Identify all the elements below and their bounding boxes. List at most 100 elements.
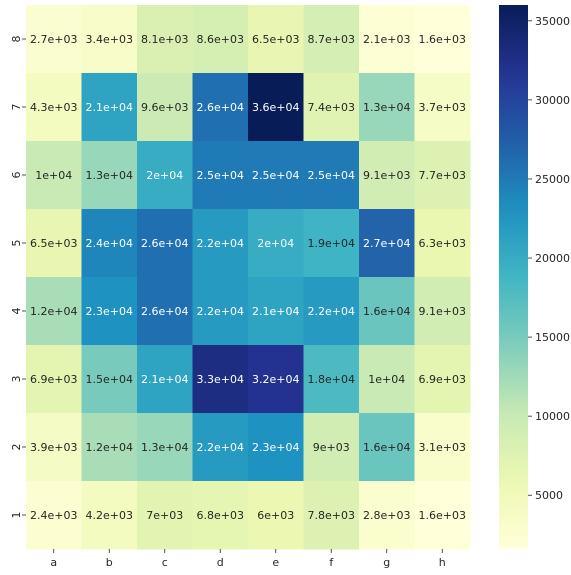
x-tick-label: b [106,556,113,569]
heatmap-cell [81,141,138,210]
colorbar-tick-label: 30000 [535,94,570,107]
cell-label: 2.6e+04 [141,237,188,250]
heatmap-cell [137,73,193,142]
cell-label: 3.3e+04 [197,373,244,386]
cell-label: 7e+03 [146,509,183,522]
x-tick-label: a [50,556,57,569]
heatmap-cell [26,141,82,210]
heatmap-cell [192,5,249,74]
heatmap-cell [192,481,249,550]
heatmap-cell [359,277,415,346]
heatmap-cell [303,345,360,414]
cell-label: 9.6e+03 [141,101,188,114]
cell-label: 2.2e+04 [197,441,244,454]
cell-label: 2.4e+03 [30,509,77,522]
heatmap-cell [192,413,249,482]
x-tick-label: h [439,556,446,569]
cell-label: 1.3e+04 [363,101,410,114]
cell-label: 3.9e+03 [30,441,77,454]
heatmap-cell [137,141,193,210]
heatmap-cell [303,141,360,210]
cell-label: 2.7e+04 [363,237,410,250]
cell-label: 2.7e+03 [30,33,77,46]
heatmap-cell [359,413,415,482]
heatmap-cell [303,481,360,550]
cell-label: 2.2e+04 [197,305,244,318]
heatmap-cell [414,413,471,482]
cell-label: 2.2e+04 [308,305,355,318]
colorbar-tick-label: 5000 [535,489,563,502]
cell-label: 2.5e+04 [197,169,244,182]
heatmap-cell [248,141,304,210]
heatmap-cell [137,481,193,550]
cell-label: 2.4e+04 [86,237,133,250]
cell-label: 2.3e+04 [86,305,133,318]
cell-label: 2.1e+04 [252,305,299,318]
heatmap-cell [359,345,415,414]
heatmap-cell [137,5,193,74]
heatmap-cell [137,277,193,346]
colorbar-tick-label: 25000 [535,173,570,186]
heatmap-cell [26,481,82,550]
heatmap-cell [26,413,82,482]
cell-label: 3.1e+03 [419,441,466,454]
cell-label: 2.1e+03 [363,33,410,46]
x-tick-label: f [329,556,334,569]
y-tick-label: 2 [10,444,23,451]
heatmap-cell [81,481,138,550]
cell-label: 1.6e+03 [419,33,466,46]
cell-label: 4.2e+03 [86,509,133,522]
cell-label: 7.8e+03 [308,509,355,522]
colorbar-ticks: 5000 10000 15000 20000 25000 30000 35000 [528,15,570,502]
colorbar [499,5,528,549]
y-tick-label: 6 [10,172,23,179]
cell-label: 1.8e+04 [308,373,355,386]
heatmap-cell [359,141,415,210]
heatmap-cell [26,73,82,142]
cell-label: 2.5e+04 [252,169,299,182]
y-tick-label: 4 [10,308,23,315]
heatmap-cell [359,5,415,74]
cell-label: 1e+04 [368,373,405,386]
y-tick-label: 3 [10,376,23,383]
heatmap-cell [81,5,138,74]
cell-label: 6e+03 [257,509,294,522]
heatmap-cell [192,209,249,278]
x-tick-label: g [383,556,390,569]
cell-label: 1.2e+04 [86,441,133,454]
cell-label: 1.2e+04 [30,305,77,318]
heatmap-cell [137,209,193,278]
heatmap-cell [26,277,82,346]
cell-label: 8.1e+03 [141,33,188,46]
heatmap-cell [192,345,249,414]
heatmap-cell [414,345,471,414]
heatmap-cell [359,481,415,550]
colorbar-tick-label: 15000 [535,331,570,344]
cell-label: 6.9e+03 [30,373,77,386]
heatmap-cell [81,413,138,482]
cell-label: 3.6e+04 [252,101,299,114]
heatmap-cell [303,73,360,142]
cell-label: 9.1e+03 [419,305,466,318]
heatmap-cell [248,413,304,482]
heatmap-cell [248,5,304,74]
heatmap-cell [248,277,304,346]
heatmap-cell [248,209,304,278]
heatmap-cell [192,277,249,346]
heatmap-cell [303,277,360,346]
x-tick-label: d [217,556,224,569]
y-axis: 8 7 6 5 4 3 2 1 [10,36,26,519]
cell-label: 4.3e+03 [30,101,77,114]
x-tick-label: e [272,556,279,569]
cell-label: 3.2e+04 [252,373,299,386]
colorbar-tick-label: 35000 [535,15,570,28]
heatmap-cell [81,73,138,142]
cell-label: 1e+04 [35,169,72,182]
cell-label: 8.7e+03 [308,33,355,46]
heatmap-cell [192,141,249,210]
heatmap-cell [137,413,193,482]
heatmap-cell [26,209,82,278]
cell-label: 2.6e+04 [197,101,244,114]
cell-label: 9.1e+03 [363,169,410,182]
cell-label: 8.6e+03 [197,33,244,46]
